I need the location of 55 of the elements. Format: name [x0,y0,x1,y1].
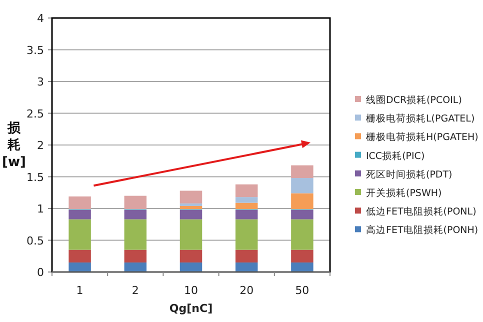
bar [291,178,314,194]
bar [68,210,91,220]
bar [291,165,314,178]
bar [291,210,314,220]
bar [235,184,258,198]
bar [124,262,147,272]
y-tick-label: 1.5 [26,170,44,184]
y-tick-label: 1 [37,202,44,216]
y-axis-title: 损耗[w] [2,121,26,170]
bar [291,262,314,272]
legend-label: 低边FET电阻损耗(PONL) [366,206,476,218]
legend-label: 栅极电荷损耗L(PGATEL) [366,112,475,125]
legend-label: 开关损耗(PSWH) [366,187,442,199]
bar [180,203,202,206]
bar [180,262,202,272]
legend-label: 高边FET电阻损耗(PONH) [366,224,478,236]
bar [180,250,202,262]
bar [235,202,258,210]
legend-label: 死区时间损耗(PDT) [366,168,452,180]
bar [124,210,147,220]
y-tick-label: 4 [37,12,44,25]
bar [235,262,258,272]
bar [180,219,202,250]
bar [124,250,147,262]
x-tick-label: 20 [240,284,254,297]
y-tick-label: 2.5 [26,107,44,120]
y-tick-label: 3 [37,76,44,88]
bar [68,250,91,262]
bar [291,219,314,250]
x-tick-label: 50 [295,284,310,297]
x-tick-label: 10 [184,284,198,297]
bar [124,196,147,210]
y-tick-label: 0.5 [26,234,44,248]
legend-label: ICC损耗(PIC) [366,150,425,162]
y-tick-label: 2 [37,139,44,152]
x-tick-label: 2 [132,284,139,297]
bar [180,210,202,220]
x-tick-label: 1 [76,284,84,297]
bar [291,193,314,210]
y-tick-label: 0 [37,266,44,279]
y-tick-label: 3.5 [26,44,44,57]
bar [291,250,314,262]
bar [235,250,258,262]
bar [235,210,258,220]
bar [180,206,202,210]
bar [68,219,91,250]
legend-label: 栅极电荷损耗H(PGATEH) [366,131,478,144]
bar [235,219,258,250]
bar [180,190,202,204]
bar [124,219,147,250]
bar [68,262,91,272]
bar [235,197,258,203]
bar [68,196,91,210]
x-axis-title: Qg[nC] [169,302,213,315]
legend-label: 线圈DCR损耗(PCOIL) [366,94,462,106]
